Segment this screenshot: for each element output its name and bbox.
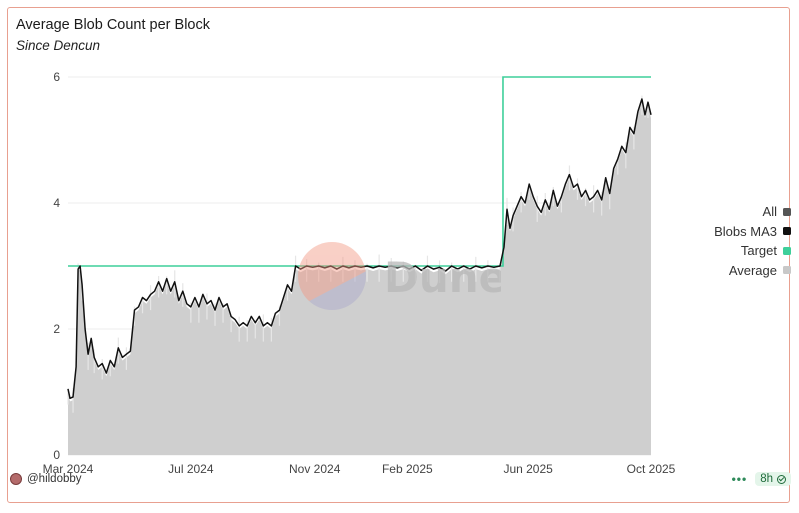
x-tick-label-2: Nov 2024 xyxy=(289,462,341,476)
average-area-path xyxy=(68,102,651,455)
target-path xyxy=(68,76,651,267)
x-tick-label-1: Jul 2024 xyxy=(168,462,214,476)
footer-actions: ••• 8h xyxy=(732,472,791,486)
average-area xyxy=(68,102,651,455)
legend-item-average[interactable]: Average xyxy=(714,261,791,281)
y-tick-label-4: 4 xyxy=(53,196,60,210)
legend-label-blobs-ma3: Blobs MA3 xyxy=(714,223,777,239)
refresh-age: 8h xyxy=(760,473,773,485)
dune-watermark: Dune xyxy=(296,236,507,321)
y-tick-label-2: 2 xyxy=(53,322,60,336)
x-tick-label-5: Oct 2025 xyxy=(627,462,676,476)
chart-title: Average Blob Count per Block xyxy=(16,17,210,33)
refresh-badge[interactable]: 8h xyxy=(755,472,791,486)
x-tick-label-3: Feb 2025 xyxy=(382,462,433,476)
y-tick-label-6: 6 xyxy=(53,70,60,84)
avatar xyxy=(10,473,22,485)
check-circle-icon xyxy=(777,474,786,484)
legend-label-target: Target xyxy=(740,243,777,259)
blobs-ma3-line xyxy=(67,98,652,400)
legend-item-all[interactable]: All xyxy=(714,202,791,222)
axis-labels: 0 2 4 6 Mar 2024 Jul 2024 Nov 2024 Feb 2025 Jun … xyxy=(43,70,676,476)
legend-swatch-average xyxy=(783,266,791,275)
x-tick-label-0: Mar 2024 xyxy=(43,462,94,476)
watermark-text: Dune xyxy=(384,253,501,302)
legend-swatch-blobs-ma3 xyxy=(783,227,791,236)
legend-item-blobs-ma3[interactable]: Blobs MA3 xyxy=(714,222,791,242)
author-link[interactable]: @hildobby xyxy=(10,473,82,485)
target-line xyxy=(68,76,651,267)
more-options-icon[interactable]: ••• xyxy=(731,472,748,486)
y-tick-label-0: 0 xyxy=(53,448,60,462)
blobs-ma3-path xyxy=(67,98,652,400)
chart-subtitle: Since Dencun xyxy=(16,38,101,53)
legend-swatch-all xyxy=(783,207,791,216)
author-name: @hildobby xyxy=(27,473,82,485)
x-tick-label-4: Jun 2025 xyxy=(503,462,553,476)
legend-label-average: Average xyxy=(728,262,777,278)
legend-label-all: All xyxy=(762,204,777,220)
chart-legend: All Blobs MA3 Target Average xyxy=(714,202,791,280)
legend-item-target[interactable]: Target xyxy=(714,241,791,261)
legend-swatch-target xyxy=(783,246,791,255)
